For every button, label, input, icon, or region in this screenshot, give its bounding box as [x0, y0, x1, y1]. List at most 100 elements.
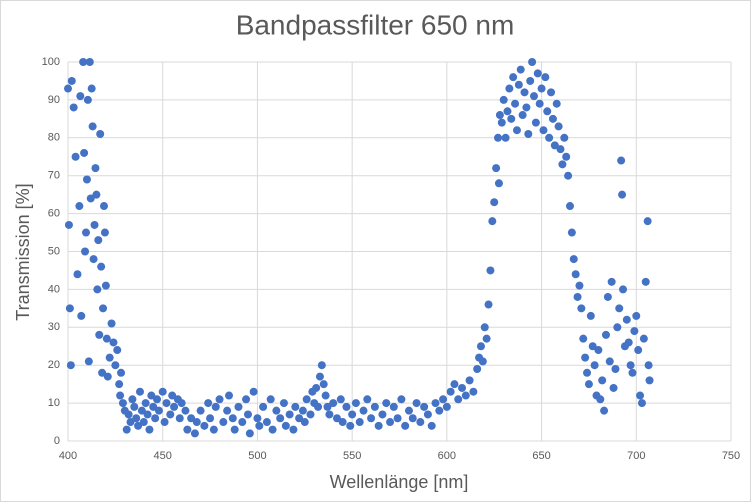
data-point	[211, 402, 220, 411]
data-point	[397, 395, 406, 404]
data-point	[103, 372, 112, 381]
data-point	[115, 380, 124, 389]
data-point	[454, 395, 463, 404]
data-point	[618, 190, 627, 199]
data-point	[401, 421, 410, 430]
data-point	[79, 58, 88, 66]
data-point	[573, 292, 582, 301]
data-point	[528, 58, 537, 66]
data-point	[81, 228, 90, 237]
data-point	[490, 198, 499, 207]
data-point	[514, 80, 523, 89]
data-point	[153, 395, 162, 404]
data-point	[634, 346, 643, 355]
data-point	[442, 402, 451, 411]
data-point	[494, 133, 503, 142]
data-point	[526, 76, 535, 85]
data-point	[416, 418, 425, 427]
data-point	[636, 391, 645, 400]
y-tick-label: 40	[48, 283, 60, 295]
data-point	[132, 414, 141, 423]
data-point	[600, 406, 609, 415]
data-point	[118, 399, 127, 408]
data-point	[192, 418, 201, 427]
y-tick-label: 20	[48, 359, 60, 371]
data-point	[412, 399, 421, 408]
data-point	[565, 202, 574, 211]
data-point	[346, 421, 355, 430]
chart-title: Bandpassfilter 650 nm	[236, 9, 515, 40]
data-point	[319, 380, 328, 389]
data-point	[370, 402, 379, 411]
data-point	[130, 402, 139, 411]
data-point	[315, 372, 324, 381]
data-point	[92, 190, 101, 199]
y-tick-label: 30	[48, 321, 60, 333]
data-point	[556, 145, 565, 154]
data-point	[88, 122, 97, 131]
data-point	[302, 395, 311, 404]
data-point	[611, 364, 620, 373]
data-point	[245, 429, 254, 438]
data-point	[105, 353, 114, 362]
data-point	[93, 285, 102, 294]
data-point	[97, 262, 106, 271]
data-point	[503, 107, 512, 116]
data-point	[605, 357, 614, 366]
data-point	[187, 414, 196, 423]
data-point	[641, 277, 650, 286]
data-point	[584, 380, 593, 389]
y-tick-label: 50	[48, 245, 60, 257]
data-point	[82, 175, 91, 184]
data-point	[529, 92, 538, 101]
data-point	[80, 148, 89, 157]
data-point	[100, 228, 109, 237]
data-point	[89, 255, 98, 264]
data-point	[253, 414, 262, 423]
data-point	[374, 421, 383, 430]
data-point	[209, 425, 218, 434]
data-point	[507, 114, 516, 123]
data-point	[149, 402, 158, 411]
data-point	[266, 395, 275, 404]
data-point	[348, 410, 357, 419]
data-point	[69, 103, 78, 112]
data-point	[435, 406, 444, 415]
data-point	[91, 164, 100, 173]
data-point	[137, 406, 146, 415]
data-point	[162, 399, 171, 408]
data-point	[175, 414, 184, 423]
data-point	[495, 111, 504, 120]
data-point	[382, 399, 391, 408]
data-point	[84, 357, 93, 366]
data-point	[206, 414, 215, 423]
data-point	[126, 418, 135, 427]
data-point	[342, 402, 351, 411]
data-point	[76, 92, 85, 101]
data-point	[458, 383, 467, 392]
data-point	[215, 395, 224, 404]
data-point	[94, 236, 103, 245]
data-point	[166, 410, 175, 419]
data-point	[386, 418, 395, 427]
data-point	[234, 402, 243, 411]
data-point	[564, 171, 573, 180]
data-point	[107, 319, 116, 328]
data-point	[272, 406, 281, 415]
x-tick-label: 750	[722, 450, 740, 462]
data-point	[494, 179, 503, 188]
data-point	[516, 65, 525, 74]
x-tick-label: 600	[438, 450, 456, 462]
x-axis-label: Wellenlänge [nm]	[330, 472, 469, 492]
data-point	[469, 387, 478, 396]
data-point	[594, 346, 603, 355]
data-point	[558, 160, 567, 169]
data-point	[486, 266, 495, 275]
data-point	[579, 334, 588, 343]
data-point	[321, 391, 330, 400]
data-point	[598, 376, 607, 385]
data-point	[228, 414, 237, 423]
data-point	[363, 395, 372, 404]
data-point	[204, 399, 213, 408]
data-point	[116, 391, 125, 400]
